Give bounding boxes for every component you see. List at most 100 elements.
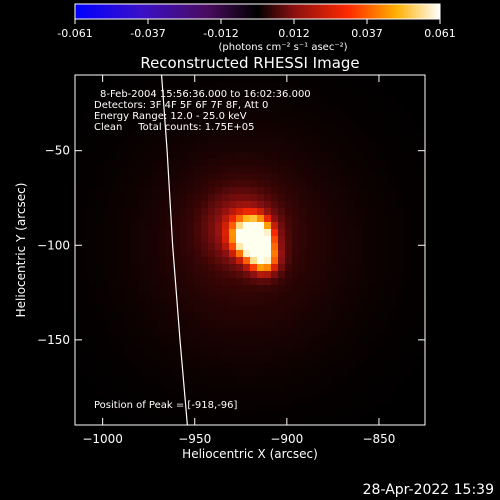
heatmap-pixel [257, 236, 265, 244]
heatmap-pixel [327, 75, 335, 83]
heatmap-pixel [201, 201, 209, 209]
heatmap-pixel [418, 390, 425, 398]
heatmap-pixel [299, 411, 307, 419]
heatmap-pixel [411, 124, 419, 132]
heatmap-pixel [313, 411, 321, 419]
heatmap-pixel [229, 306, 237, 314]
heatmap-pixel [229, 236, 237, 244]
heatmap-pixel [362, 159, 370, 167]
heatmap-pixel [96, 187, 104, 195]
heatmap-pixel [89, 138, 97, 146]
heatmap-pixel [390, 215, 398, 223]
heatmap-pixel [229, 222, 237, 230]
heatmap-pixel [327, 138, 335, 146]
heatmap-pixel [103, 257, 111, 265]
heatmap-pixel [180, 152, 188, 160]
heatmap-pixel [124, 355, 132, 363]
heatmap-pixel [159, 278, 167, 286]
heatmap-pixel [201, 215, 209, 223]
heatmap-pixel [397, 362, 405, 370]
heatmap-pixel [369, 292, 377, 300]
heatmap-pixel [96, 236, 104, 244]
heatmap-pixel [404, 222, 412, 230]
heatmap-pixel [341, 264, 349, 272]
heatmap-pixel [271, 124, 279, 132]
heatmap-pixel [124, 124, 132, 132]
heatmap-pixel [82, 355, 90, 363]
heatmap-pixel [397, 404, 405, 412]
heatmap-pixel [89, 222, 97, 230]
heatmap-pixel [173, 383, 181, 391]
heatmap-pixel [89, 313, 97, 321]
heatmap-pixel [229, 278, 237, 286]
heatmap-pixel [243, 355, 251, 363]
heatmap-pixel [313, 187, 321, 195]
heatmap-pixel [292, 383, 300, 391]
heatmap-pixel [75, 187, 83, 195]
heatmap-pixel [159, 201, 167, 209]
heatmap-pixel [404, 271, 412, 279]
heatmap-pixel [166, 124, 174, 132]
heatmap-pixel [117, 201, 125, 209]
heatmap-pixel [159, 215, 167, 223]
heatmap-pixel [201, 327, 209, 335]
heatmap-pixel [411, 243, 419, 251]
heatmap-pixel [250, 362, 258, 370]
heatmap-pixel [348, 110, 356, 118]
heatmap-pixel [96, 159, 104, 167]
heatmap-pixel [313, 369, 321, 377]
heatmap-pixel [404, 285, 412, 293]
heatmap-pixel [348, 243, 356, 251]
heatmap-pixel [131, 173, 139, 181]
heatmap-pixel [390, 404, 398, 412]
y-tick-label: −50 [45, 144, 70, 158]
heatmap-pixel [313, 334, 321, 342]
heatmap-pixel [369, 264, 377, 272]
heatmap-pixel [320, 152, 328, 160]
heatmap-pixel [250, 145, 258, 153]
heatmap-pixel [334, 362, 342, 370]
heatmap-pixel [96, 404, 104, 412]
heatmap-pixel [243, 229, 251, 237]
heatmap-pixel [299, 334, 307, 342]
heatmap-pixel [411, 320, 419, 328]
heatmap-pixel [236, 103, 244, 111]
heatmap-pixel [285, 292, 293, 300]
heatmap-pixel [264, 264, 272, 272]
heatmap-pixel [103, 152, 111, 160]
heatmap-pixel [131, 131, 139, 139]
heatmap-pixel [306, 173, 314, 181]
heatmap-pixel [236, 222, 244, 230]
heatmap-pixel [117, 271, 125, 279]
heatmap-pixel [131, 299, 139, 307]
heatmap-pixel [201, 180, 209, 188]
heatmap-pixel [250, 257, 258, 265]
heatmap-pixel [208, 397, 216, 405]
heatmap-pixel [369, 131, 377, 139]
colorbar-tick-label: -0.037 [130, 27, 165, 40]
heatmap-pixel [243, 250, 251, 258]
heatmap-pixel [103, 75, 111, 83]
heatmap-pixel [341, 75, 349, 83]
heatmap-pixel [82, 117, 90, 125]
heatmap-pixel [348, 194, 356, 202]
heatmap-pixel [194, 208, 202, 216]
heatmap-pixel [383, 397, 391, 405]
heatmap-pixel [271, 201, 279, 209]
heatmap-pixel [299, 404, 307, 412]
heatmap-pixel [418, 124, 425, 132]
heatmap-pixel [236, 229, 244, 237]
heatmap-pixel [173, 404, 181, 412]
heatmap-pixel [257, 404, 265, 412]
heatmap-pixel [320, 341, 328, 349]
heatmap-pixel [159, 138, 167, 146]
heatmap-pixel [285, 334, 293, 342]
heatmap-pixel [341, 292, 349, 300]
heatmap-pixel [194, 194, 202, 202]
heatmap-pixel [96, 222, 104, 230]
heatmap-pixel [187, 383, 195, 391]
heatmap-pixel [222, 250, 230, 258]
heatmap-pixel [166, 180, 174, 188]
heatmap-pixel [250, 327, 258, 335]
heatmap-pixel [348, 355, 356, 363]
